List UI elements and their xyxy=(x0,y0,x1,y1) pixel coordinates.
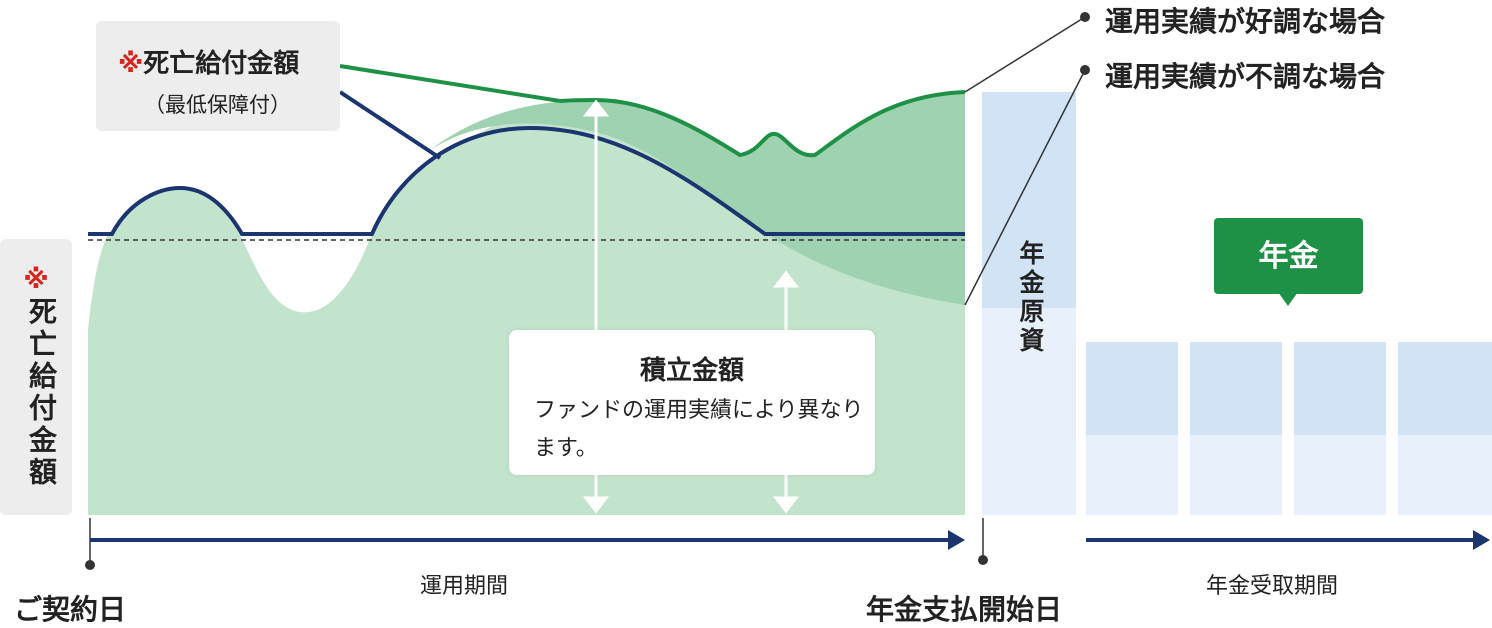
start-dot xyxy=(978,555,988,565)
death-benefit-callout: ※死亡給付金額 （最低保障付） xyxy=(96,21,340,131)
death-benefit-callout-subtitle: （最低保障付） xyxy=(144,93,291,117)
legend-bad-leader xyxy=(964,69,1086,306)
side-label-text: 死亡給付金額 xyxy=(25,297,58,489)
pension-principal-label: 年金原資 xyxy=(1016,240,1045,356)
pension-start-date-label: 年金支払開始日 xyxy=(866,593,1063,626)
investment-period-arrow xyxy=(90,530,965,550)
contract-date-label: ご契約日 xyxy=(14,593,127,626)
investment-period-label: 運用期間 xyxy=(420,574,509,599)
contract-dot xyxy=(85,560,95,570)
death-benefit-side-label: ※ 死亡給付金額 xyxy=(0,239,72,515)
pension-badge: 年金 xyxy=(1214,218,1363,294)
death-benefit-pointer xyxy=(338,90,442,160)
pension-installments xyxy=(1086,342,1492,515)
receipt-period-arrow xyxy=(1086,530,1490,550)
side-label-mark: ※ xyxy=(23,265,49,295)
pension-principal-top xyxy=(982,92,1076,308)
death-benefit-line xyxy=(88,125,965,236)
legend-bad-dot xyxy=(1080,65,1090,75)
accumulation-title: 積立金額 xyxy=(639,356,744,386)
legend-good-dot xyxy=(1080,12,1090,22)
pension-badge-tail xyxy=(1278,292,1298,306)
pension-principal-bottom xyxy=(982,308,1076,515)
death-benefit-callout-title: ※死亡給付金額 xyxy=(118,49,300,79)
legend-bad: 運用実績が不調な場合 xyxy=(1105,60,1386,93)
good-performance-line xyxy=(339,64,561,103)
legend-good: 運用実績が好調な場合 xyxy=(1105,5,1386,38)
legend-good-leader xyxy=(964,16,1086,93)
accumulation-description: ファンドの運用実績により異なります。 xyxy=(534,398,864,461)
receipt-period-label: 年金受取期間 xyxy=(1206,574,1339,599)
accumulation-box: 積立金額 ファンドの運用実績により異なります。 xyxy=(509,330,875,475)
